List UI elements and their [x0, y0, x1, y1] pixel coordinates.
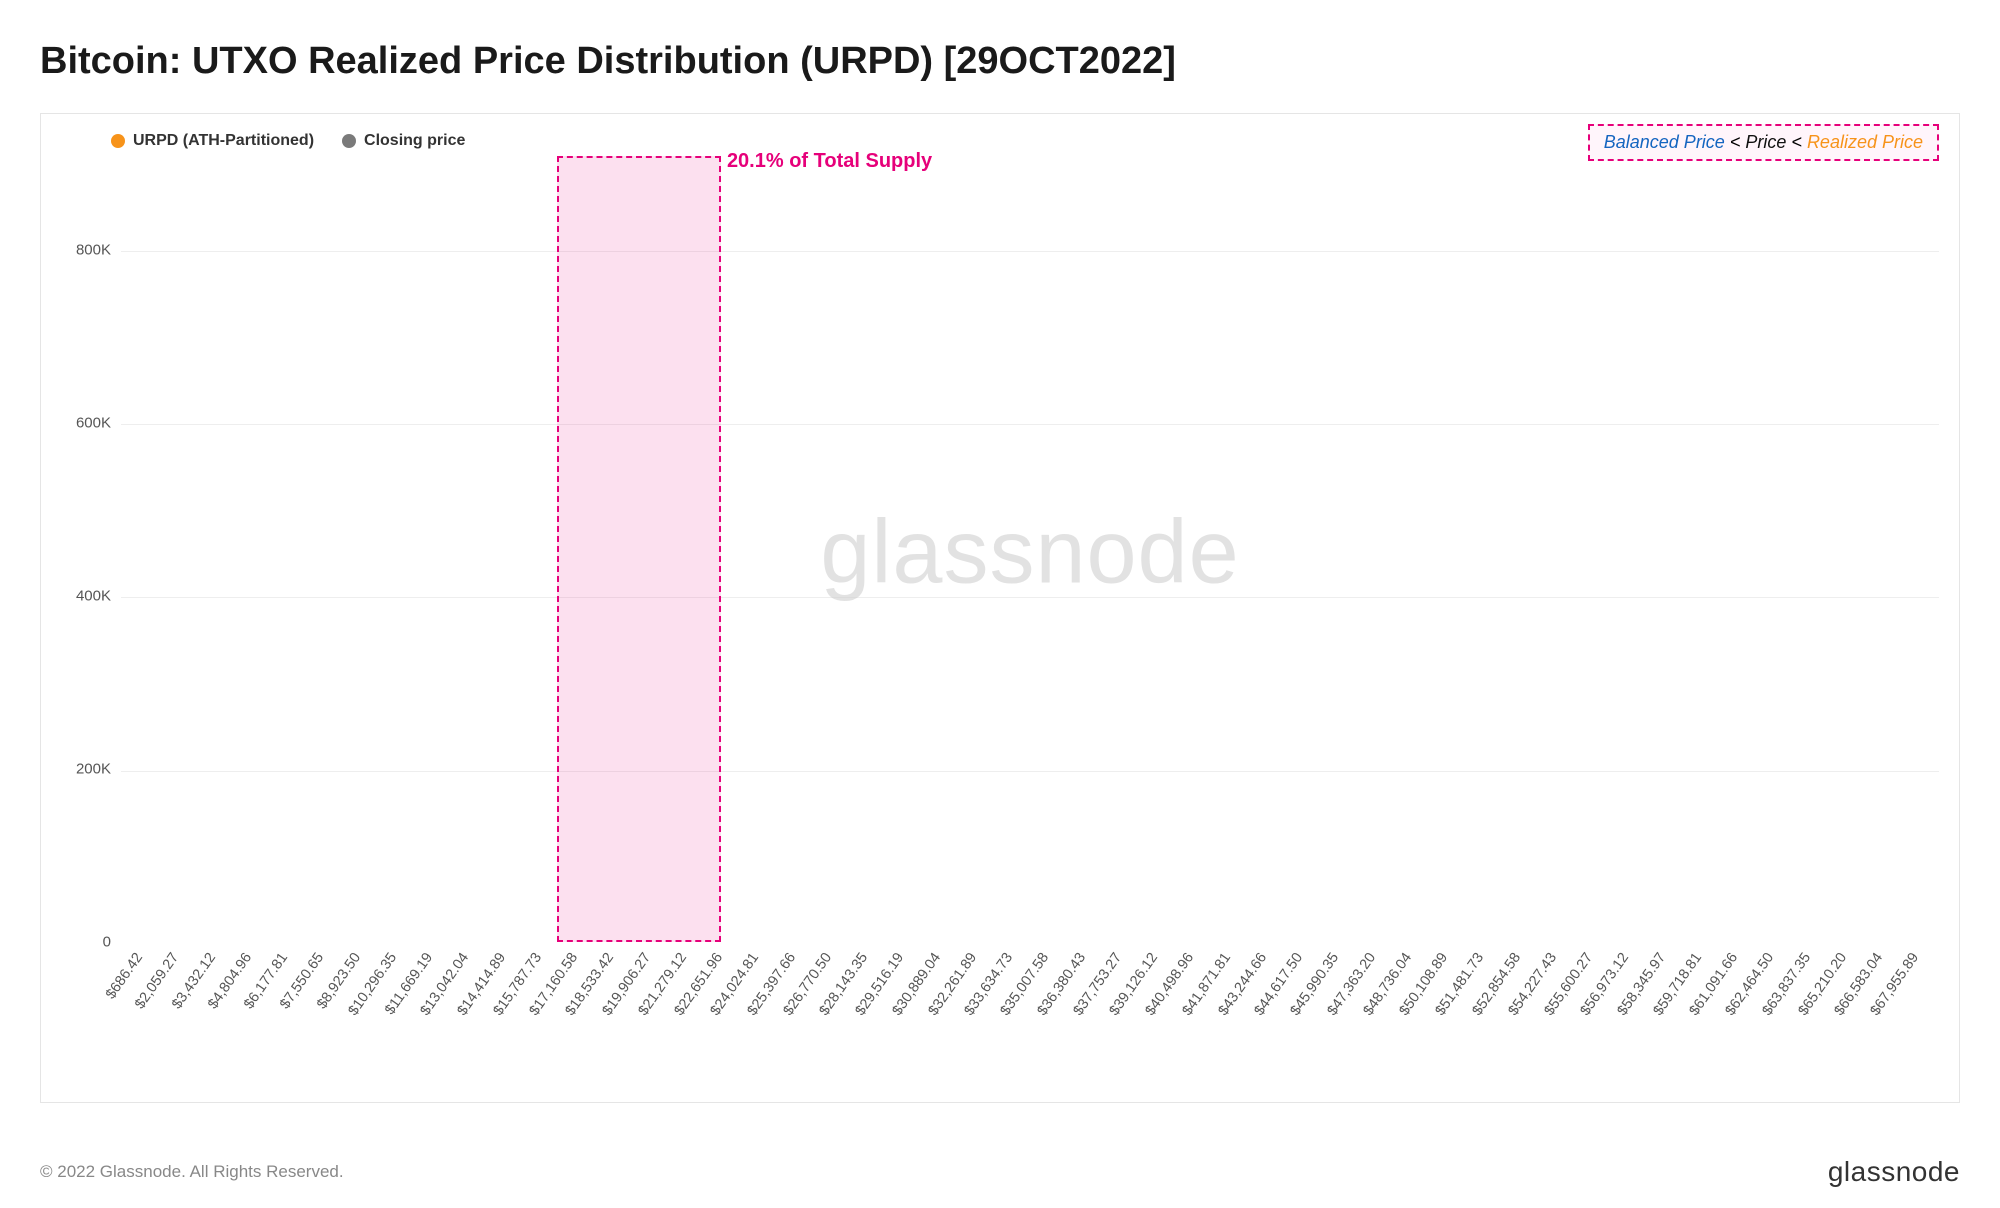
- x-label-slot: $17,160.58: [560, 942, 576, 1102]
- x-label-slot: $29,516.19: [886, 942, 902, 1102]
- x-label-slot: [904, 942, 920, 1102]
- x-label-slot: $22,651.96: [705, 942, 721, 1102]
- legend-label-closing: Closing price: [364, 132, 465, 150]
- y-tick-label: 200K: [76, 761, 111, 778]
- x-label-slot: $39,126.12: [1140, 942, 1156, 1102]
- chart-container: Bitcoin: UTXO Realized Price Distributio…: [0, 0, 2000, 1208]
- x-label-slot: $25,397.66: [778, 942, 794, 1102]
- x-label-slot: $14,414.89: [488, 942, 504, 1102]
- x-label-slot: $62,464.50: [1756, 942, 1772, 1102]
- x-label-slot: $4,804.96: [234, 942, 250, 1102]
- x-label-slot: [1484, 942, 1500, 1102]
- x-label-slot: $48,736.04: [1394, 942, 1410, 1102]
- x-label-slot: $66,583.04: [1865, 942, 1881, 1102]
- x-label-slot: $41,871.81: [1213, 942, 1229, 1102]
- x-label-slot: $21,279.12: [669, 942, 685, 1102]
- x-label-slot: $686.42: [125, 942, 141, 1102]
- x-label-slot: $50,108.89: [1430, 942, 1446, 1102]
- x-label-slot: $26,770.50: [814, 942, 830, 1102]
- x-label-slot: $51,481.73: [1466, 942, 1482, 1102]
- x-label-slot: $28,143.35: [850, 942, 866, 1102]
- x-label-slot: [1774, 942, 1790, 1102]
- x-label-slot: $35,007.58: [1031, 942, 1047, 1102]
- x-axis-labels: $686.42 $2,059.27 $3,432.12 $4,804.96 $6,177…: [121, 942, 1939, 1102]
- copyright-text: © 2022 Glassnode. All Rights Reserved.: [40, 1162, 344, 1182]
- x-label-slot: $37,753.27: [1104, 942, 1120, 1102]
- x-label-slot: $52,854.58: [1503, 942, 1519, 1102]
- x-label-slot: [179, 942, 195, 1102]
- y-tick-label: 800K: [76, 242, 111, 259]
- x-label-slot: $55,600.27: [1575, 942, 1591, 1102]
- legend-item-urpd: URPD (ATH-Partitioned): [111, 132, 314, 150]
- x-label-slot: $58,345.97: [1648, 942, 1664, 1102]
- plot-area: glassnode 20.1% of Total Supply: [121, 164, 1939, 942]
- x-label-slot: $11,669.19: [415, 942, 431, 1102]
- x-label-slot: $3,432.12: [198, 942, 214, 1102]
- x-label-slot: $6,177.81: [270, 942, 286, 1102]
- balanced-price-label: Balanced Price: [1604, 132, 1725, 152]
- x-label-slot: $45,990.35: [1321, 942, 1337, 1102]
- lt-symbol-2: <: [1791, 132, 1802, 152]
- x-label-slot: $33,634.73: [995, 942, 1011, 1102]
- x-label-slot: $2,059.27: [161, 942, 177, 1102]
- x-label-slot: $59,718.81: [1684, 942, 1700, 1102]
- x-label-slot: [324, 942, 340, 1102]
- chart-box: URPD (ATH-Partitioned) Closing price Bal…: [40, 113, 1960, 1103]
- footer: © 2022 Glassnode. All Rights Reserved. g…: [40, 1156, 1960, 1188]
- x-label-slot: $47,363.20: [1358, 942, 1374, 1102]
- legend-swatch-closing: [342, 134, 356, 148]
- x-label-slot: $8,923.50: [343, 942, 359, 1102]
- x-label-slot: $13,042.04: [451, 942, 467, 1102]
- x-label-slot: $44,617.50: [1285, 942, 1301, 1102]
- x-label-slot: $18,533.42: [596, 942, 612, 1102]
- realized-price-label: Realized Price: [1807, 132, 1923, 152]
- x-label-slot: $19,906.27: [633, 942, 649, 1102]
- x-label-slot: [469, 942, 485, 1102]
- y-axis: 0200K400K600K800K: [41, 164, 121, 942]
- x-label-slot: [614, 942, 630, 1102]
- x-label-slot: $61,091.66: [1720, 942, 1736, 1102]
- y-tick-label: 0: [103, 934, 111, 951]
- x-label-slot: $56,973.12: [1611, 942, 1627, 1102]
- x-label-slot: $10,296.35: [379, 942, 395, 1102]
- x-label-slot: $65,210.20: [1829, 942, 1845, 1102]
- x-label-slot: [759, 942, 775, 1102]
- x-label-slot: [1339, 942, 1355, 1102]
- chart-title: Bitcoin: UTXO Realized Price Distributio…: [40, 40, 1960, 83]
- brand-logo: glassnode: [1828, 1156, 1960, 1188]
- x-label-slot: $15,787.73: [524, 942, 540, 1102]
- legend: URPD (ATH-Partitioned) Closing price: [111, 132, 465, 150]
- legend-label-urpd: URPD (ATH-Partitioned): [133, 132, 314, 150]
- x-label-slot: $36,380.43: [1068, 942, 1084, 1102]
- x-label-slot: $40,498.96: [1176, 942, 1192, 1102]
- legend-swatch-urpd: [111, 134, 125, 148]
- x-label-slot: [1919, 942, 1935, 1102]
- x-label-slot: $7,550.65: [306, 942, 322, 1102]
- x-label-slot: $32,261.89: [959, 942, 975, 1102]
- x-label-slot: [1629, 942, 1645, 1102]
- lt-symbol-1: <: [1730, 132, 1741, 152]
- x-label-slot: [1194, 942, 1210, 1102]
- bars-container: [121, 164, 1939, 942]
- price-annotation-box: Balanced Price < Price < Realized Price: [1588, 124, 1939, 161]
- x-label-slot: $63,837.35: [1793, 942, 1809, 1102]
- x-label-slot: $43,244.66: [1249, 942, 1265, 1102]
- price-label: Price: [1745, 132, 1786, 152]
- x-label-slot: $30,889.04: [923, 942, 939, 1102]
- x-label-slot: $67,955.89: [1901, 942, 1917, 1102]
- x-label-slot: [1049, 942, 1065, 1102]
- legend-item-closing: Closing price: [342, 132, 465, 150]
- x-label-slot: $54,227.43: [1539, 942, 1555, 1102]
- y-tick-label: 600K: [76, 415, 111, 432]
- y-tick-label: 400K: [76, 588, 111, 605]
- x-label-slot: $24,024.81: [741, 942, 757, 1102]
